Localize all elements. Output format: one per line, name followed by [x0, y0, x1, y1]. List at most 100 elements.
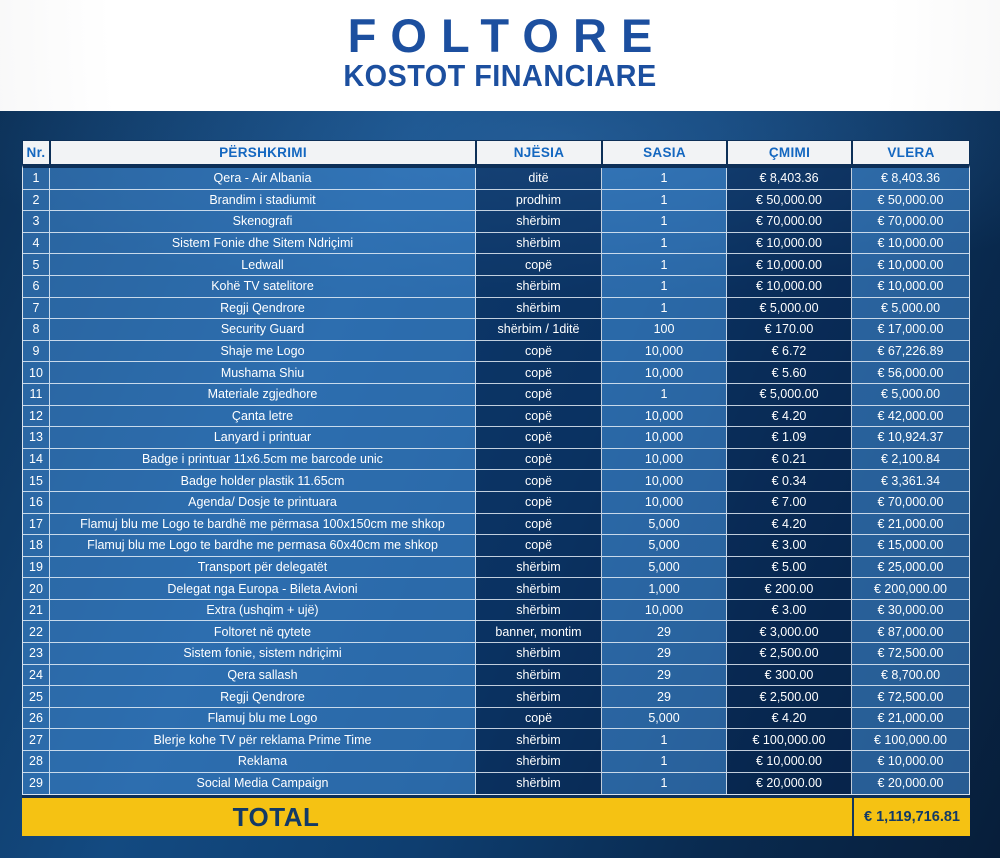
cell-vlera: € 67,226.89	[852, 340, 969, 363]
cell-pershkrimi: Blerje kohe TV për reklama Prime Time	[50, 729, 476, 752]
cell-sasia: 10,000	[602, 470, 727, 492]
cell-pershkrimi: Brandim i stadiumit	[50, 189, 476, 212]
cell-sasia: 29	[602, 686, 727, 708]
cell-njesia: shërbim	[476, 751, 602, 773]
table-row: 18 Flamuj blu me Logo te bardhe me permas…	[23, 535, 969, 557]
table-row: 16 Agenda/ Dosje te printuara copë 10,000 € …	[23, 491, 969, 514]
cell-pershkrimi: Materiale zgjedhore	[50, 383, 476, 406]
cell-sasia: 5,000	[602, 535, 727, 557]
table-row: 20 Delegat nga Europa - Bileta Avioni shër…	[23, 578, 969, 600]
cell-nr: 27	[23, 729, 50, 752]
cell-pershkrimi: Skenografi	[50, 211, 476, 233]
cell-sasia: 1	[602, 751, 727, 773]
cell-vlera: € 10,000.00	[852, 751, 969, 773]
cell-nr: 19	[23, 556, 50, 579]
table-row: 1 Qera - Air Albania ditë 1 € 8,403.36 € 8,40…	[23, 168, 969, 190]
cell-nr: 9	[23, 340, 50, 363]
cell-njesia: copë	[476, 448, 602, 471]
total-spacer	[530, 798, 852, 836]
cell-cmimi: € 5,000.00	[727, 383, 852, 406]
cell-sasia: 10,000	[602, 340, 727, 363]
page-subtitle: KOSTOT FINANCIARE	[343, 58, 657, 93]
cell-vlera: € 5,000.00	[852, 383, 969, 406]
cell-njesia: shërbim	[476, 297, 602, 320]
cell-cmimi: € 8,403.36	[727, 168, 852, 190]
cell-pershkrimi: Social Media Campaign	[50, 772, 476, 795]
cell-njesia: shërbim	[476, 686, 602, 708]
cell-nr: 23	[23, 643, 50, 665]
cell-njesia: copë	[476, 427, 602, 449]
cell-nr: 6	[23, 275, 50, 298]
cell-cmimi: € 5.60	[727, 362, 852, 384]
table-body: 1 Qera - Air Albania ditë 1 € 8,403.36 € 8,40…	[22, 165, 970, 796]
cell-sasia: 29	[602, 664, 727, 687]
cell-vlera: € 42,000.00	[852, 405, 969, 428]
cell-pershkrimi: Flamuj blu me Logo	[50, 707, 476, 730]
cell-vlera: € 87,000.00	[852, 621, 969, 644]
cell-pershkrimi: Kohë TV satelitore	[50, 275, 476, 298]
cell-sasia: 10,000	[602, 405, 727, 428]
cell-njesia: shërbim / 1ditë	[476, 319, 602, 341]
cell-cmimi: € 4.20	[727, 513, 852, 536]
cell-vlera: € 10,924.37	[852, 427, 969, 449]
table-row: 23 Sistem fonie, sistem ndriçimi shërbim 29…	[23, 643, 969, 665]
cell-cmimi: € 200.00	[727, 578, 852, 600]
cell-vlera: € 8,700.00	[852, 664, 969, 687]
cell-pershkrimi: Qera sallash	[50, 664, 476, 687]
cell-njesia: shërbim	[476, 556, 602, 579]
cell-sasia: 1	[602, 168, 727, 190]
cell-vlera: € 72,500.00	[852, 643, 969, 665]
cell-nr: 20	[23, 578, 50, 600]
cell-nr: 5	[23, 254, 50, 276]
table-row: 29 Social Media Campaign shërbim 1 € 20,000.…	[23, 772, 969, 795]
cell-njesia: shërbim	[476, 275, 602, 298]
cell-pershkrimi: Shaje me Logo	[50, 340, 476, 363]
cell-vlera: € 72,500.00	[852, 686, 969, 708]
cell-sasia: 29	[602, 643, 727, 665]
cell-pershkrimi: Ledwall	[50, 254, 476, 276]
cell-pershkrimi: Çanta letre	[50, 405, 476, 428]
cell-nr: 28	[23, 751, 50, 773]
cell-njesia: shërbim	[476, 643, 602, 665]
cell-nr: 22	[23, 621, 50, 644]
cell-cmimi: € 5.00	[727, 556, 852, 579]
cell-sasia: 10,000	[602, 599, 727, 622]
cell-vlera: € 70,000.00	[852, 491, 969, 514]
table-row: 2 Brandim i stadiumit prodhim 1 € 50,000.00 €…	[23, 189, 969, 212]
cell-njesia: ditë	[476, 168, 602, 190]
cell-cmimi: € 5,000.00	[727, 297, 852, 320]
cell-sasia: 10,000	[602, 427, 727, 449]
cell-pershkrimi: Extra (ushqim + ujë)	[50, 599, 476, 622]
cell-cmimi: € 3.00	[727, 535, 852, 557]
total-value: € 1,119,716.81	[864, 809, 960, 826]
cell-njesia: copë	[476, 362, 602, 384]
cell-nr: 29	[23, 772, 50, 795]
table-row: 10 Mushama Shiu copë 10,000 € 5.60 € 56,000.0…	[23, 362, 969, 384]
table-row: 8 Security Guard shërbim / 1ditë 100 € 170.0…	[23, 319, 969, 341]
col-header-njesia: NJËSIA	[476, 140, 602, 165]
cell-njesia: prodhim	[476, 189, 602, 212]
cell-nr: 11	[23, 383, 50, 406]
col-header-vlera: VLERA	[852, 140, 970, 165]
cell-cmimi: € 4.20	[727, 405, 852, 428]
cell-nr: 18	[23, 535, 50, 557]
cell-pershkrimi: Flamuj blu me Logo te bardhe me permasa …	[50, 535, 476, 557]
cell-vlera: € 70,000.00	[852, 211, 969, 233]
cell-nr: 8	[23, 319, 50, 341]
table-row: 21 Extra (ushqim + ujë) shërbim 10,000 € 3.0…	[23, 599, 969, 622]
cell-pershkrimi: Reklama	[50, 751, 476, 773]
cell-vlera: € 10,000.00	[852, 254, 969, 276]
cell-nr: 10	[23, 362, 50, 384]
cell-cmimi: € 10,000.00	[727, 232, 852, 255]
cell-nr: 15	[23, 470, 50, 492]
cell-cmimi: € 100,000.00	[727, 729, 852, 752]
cell-nr: 21	[23, 599, 50, 622]
table-header-row: Nr. PËRSHKRIMI NJËSIA SASIA ÇMIMI VLERA	[22, 140, 970, 165]
table-row: 26 Flamuj blu me Logo copë 5,000 € 4.20 € 21,…	[23, 707, 969, 730]
cell-cmimi: € 50,000.00	[727, 189, 852, 212]
cell-pershkrimi: Badge i printuar 11x6.5cm me barcode uni…	[50, 448, 476, 471]
cell-pershkrimi: Sistem fonie, sistem ndriçimi	[50, 643, 476, 665]
col-header-cmimi: ÇMIMI	[727, 140, 852, 165]
cell-sasia: 1	[602, 772, 727, 795]
